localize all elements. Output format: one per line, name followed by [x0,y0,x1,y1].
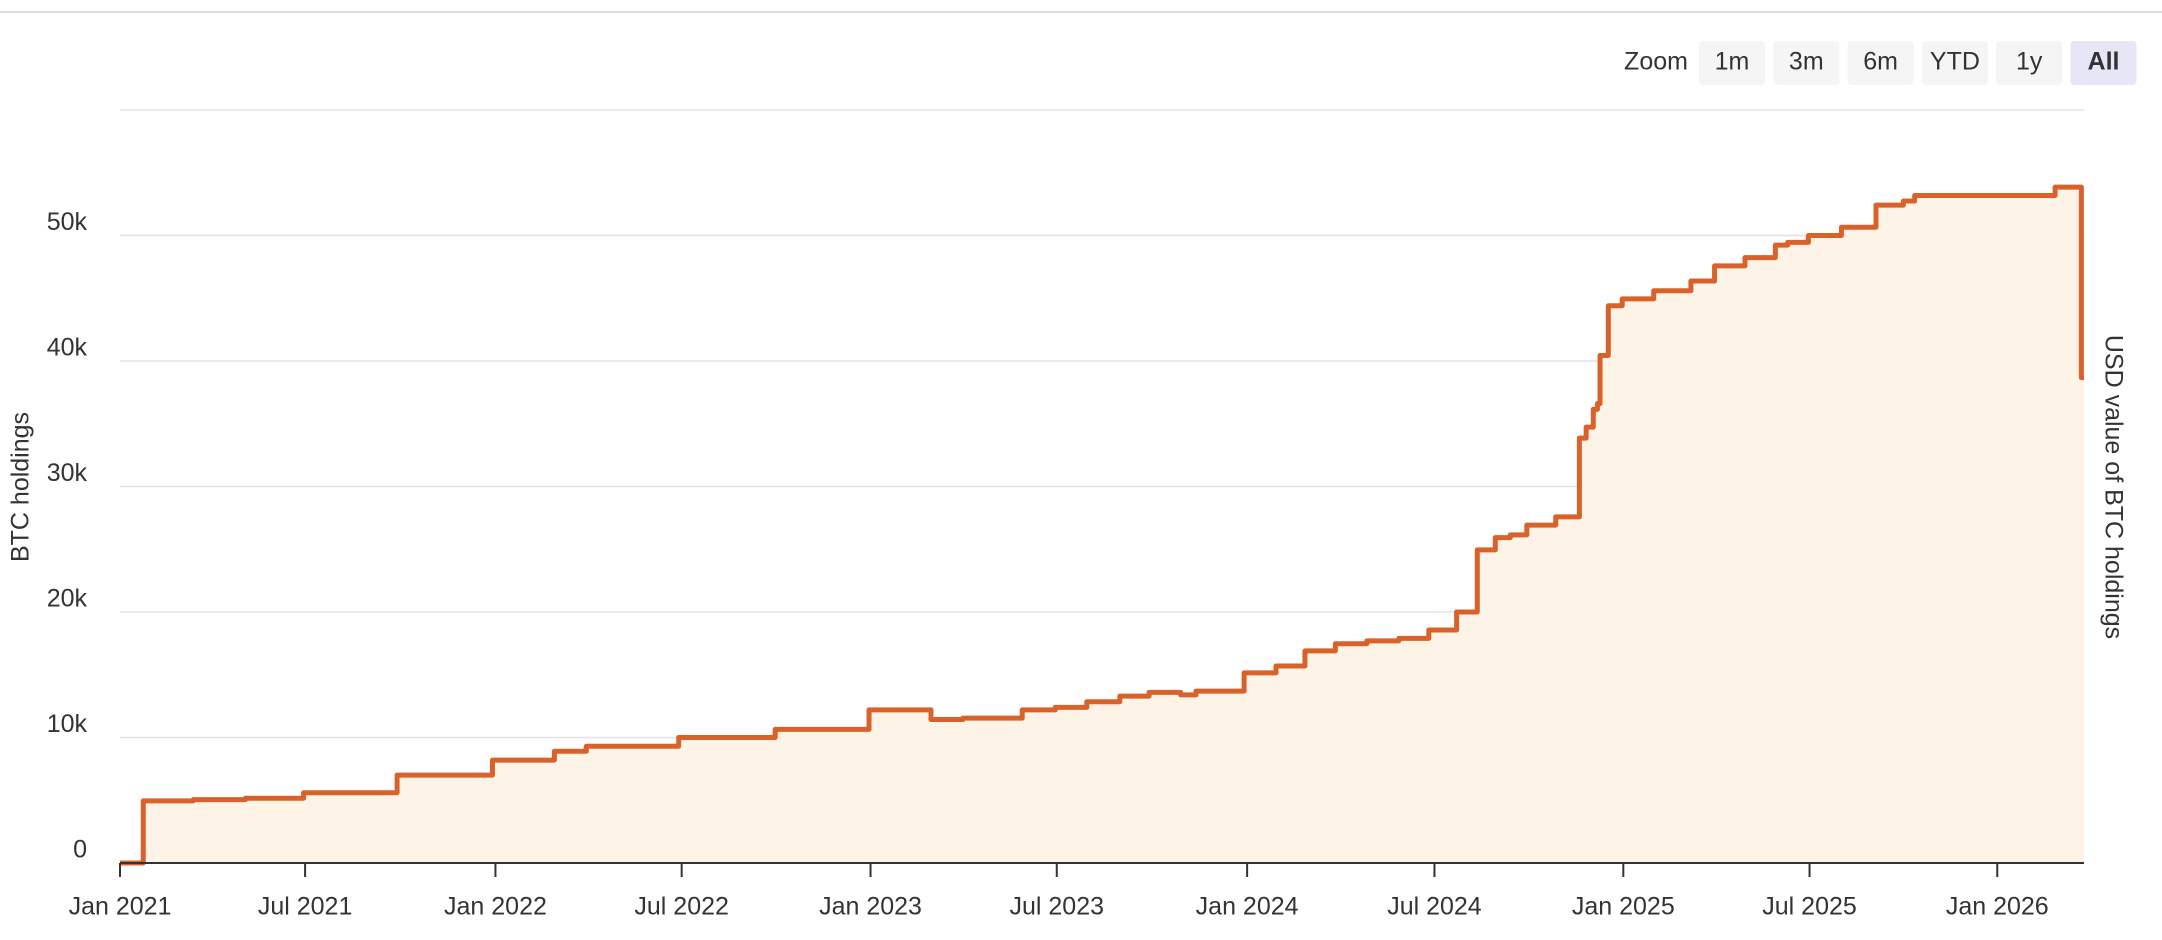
x-tick-label: Jan 2024 [1196,893,1299,921]
x-tick-label: Jul 2021 [258,893,353,921]
y-tick-label: 40k [47,334,88,362]
y-tick-label: 50k [47,208,88,236]
zoom-button-label[interactable]: 1m [1715,48,1750,76]
zoom-button-label[interactable]: 6m [1863,48,1898,76]
zoom-button[interactable] [2070,41,2137,85]
x-tick-label: Jan 2026 [1946,893,2049,921]
zoom-label: Zoom [1624,48,1688,76]
x-tick-label: Jul 2022 [634,893,729,921]
line [120,184,2084,866]
x-tick-label: Jan 2025 [1572,893,1675,921]
x-tick-label: Jan 2023 [819,893,922,921]
x-tick-label: Jan 2021 [69,893,172,921]
zoom-button[interactable] [1847,41,1914,85]
x-tick-label: Jul 2023 [1009,893,1104,921]
zoom-button-label[interactable]: All [2088,48,2120,76]
zoom-button[interactable] [1699,41,1765,85]
x-tick-label: Jan 2022 [444,893,547,921]
y-tick-label: 0 [73,836,87,864]
zoom-button[interactable] [1921,41,1988,85]
area [120,187,2084,863]
x-tick-label: Jul 2025 [1762,893,1857,921]
y2-axis-title: USD value of BTC holdings [2099,335,2127,639]
zoom-button[interactable] [1773,41,1840,85]
y-tick-label: 30k [47,459,88,487]
zoom-button-label[interactable]: 1y [2016,48,2043,76]
x-tick-label: Jul 2024 [1387,893,1482,921]
zoom-button-label[interactable]: YTD [1930,48,1980,76]
y-tick-label: 10k [47,710,88,738]
zoom-button[interactable] [1996,41,2063,85]
y-axis-title: BTC holdings [7,412,35,562]
zoom-button-label[interactable]: 3m [1789,48,1824,76]
y-tick-label: 20k [47,585,88,613]
